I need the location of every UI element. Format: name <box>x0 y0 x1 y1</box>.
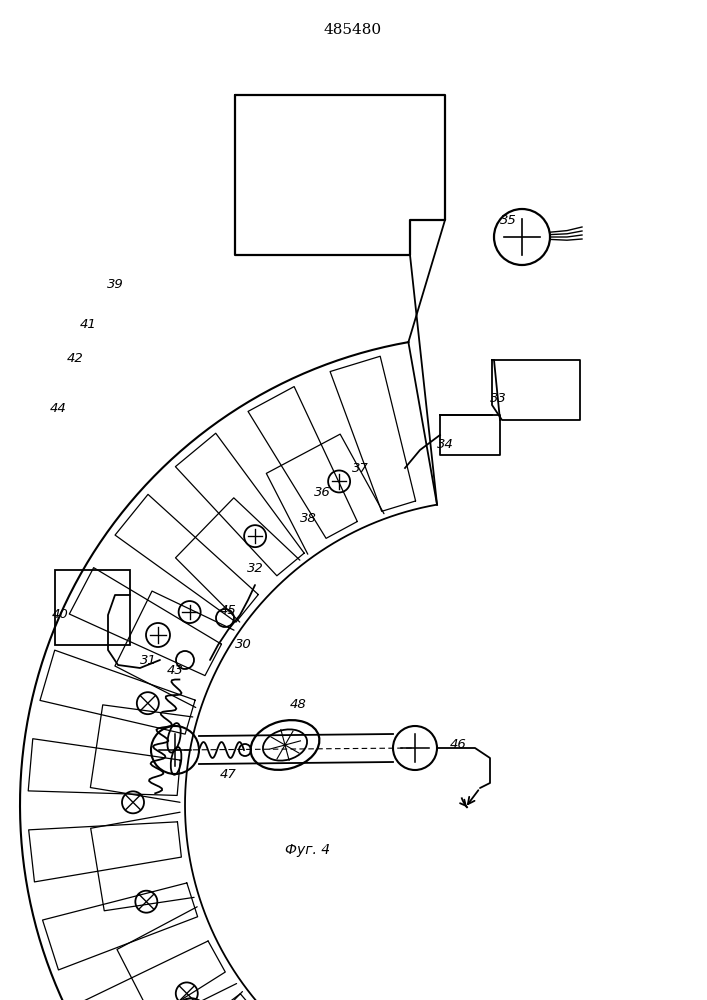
Text: 48: 48 <box>290 698 306 712</box>
Text: 37: 37 <box>351 462 368 475</box>
Text: 485480: 485480 <box>324 23 382 37</box>
Text: 43: 43 <box>167 664 183 676</box>
Bar <box>55 570 130 645</box>
Text: 40: 40 <box>52 608 69 621</box>
Text: 38: 38 <box>300 512 316 524</box>
Text: 39: 39 <box>107 278 124 292</box>
Text: 31: 31 <box>139 654 156 666</box>
Text: 41: 41 <box>80 318 96 332</box>
Text: 30: 30 <box>235 639 252 652</box>
Text: 32: 32 <box>247 562 264 574</box>
Text: 46: 46 <box>450 738 467 752</box>
Text: 45: 45 <box>220 603 236 616</box>
Text: 33: 33 <box>490 391 506 404</box>
Text: 47: 47 <box>220 768 236 782</box>
Text: Фуг. 4: Фуг. 4 <box>286 843 331 857</box>
Text: 34: 34 <box>437 438 453 452</box>
Text: 36: 36 <box>314 486 330 498</box>
Text: 42: 42 <box>66 352 83 364</box>
Text: 35: 35 <box>500 214 516 227</box>
Text: 44: 44 <box>49 401 66 414</box>
